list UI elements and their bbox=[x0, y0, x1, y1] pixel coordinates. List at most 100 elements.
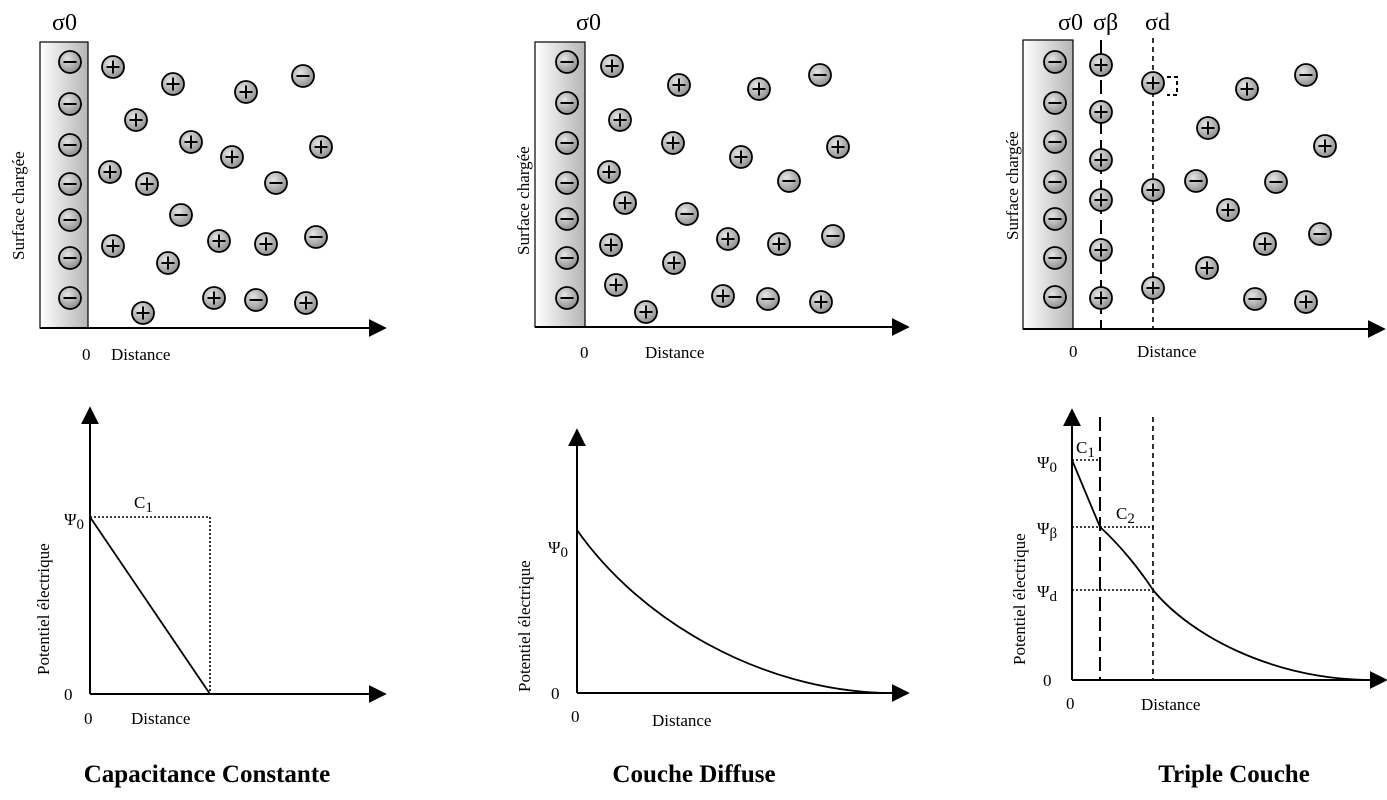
label-text: Ψβ bbox=[1037, 519, 1057, 542]
negative-ion-icon bbox=[244, 288, 268, 312]
top-ion-schematic: σ0 Surface chargée 0 Distance bbox=[514, 10, 910, 362]
negative-ion-icon bbox=[1043, 130, 1067, 154]
positive-ion-icon bbox=[1089, 53, 1113, 77]
negative-ion-icon bbox=[169, 203, 193, 227]
y-axis-label: Potentiel électrique bbox=[1010, 533, 1029, 665]
potential-decay-curve bbox=[576, 529, 886, 694]
ion-field bbox=[1043, 50, 1337, 314]
negative-ion-icon bbox=[555, 246, 579, 270]
negative-ion-icon bbox=[304, 225, 328, 249]
positive-ion-icon bbox=[101, 55, 125, 79]
top-origin-label: 0 bbox=[580, 343, 589, 362]
positive-ion-icon bbox=[1294, 290, 1318, 314]
negative-ion-icon bbox=[291, 64, 315, 88]
negative-ion-icon bbox=[1243, 287, 1267, 311]
y-axis-label: Potentiel électrique bbox=[34, 543, 53, 675]
positive-ion-icon bbox=[124, 108, 148, 132]
surface-label: Surface chargée bbox=[514, 146, 533, 255]
label-text: C1 bbox=[134, 493, 153, 516]
positive-ion-icon bbox=[662, 251, 686, 275]
negative-ion-icon bbox=[821, 224, 845, 248]
bottom-x-axis-label: Distance bbox=[652, 711, 711, 730]
negative-ion-icon bbox=[58, 172, 82, 196]
positive-ion-icon bbox=[1141, 71, 1165, 95]
positive-ion-icon bbox=[667, 73, 691, 97]
positive-ion-icon bbox=[1141, 178, 1165, 202]
positive-ion-icon bbox=[202, 286, 226, 310]
negative-ion-icon bbox=[675, 202, 699, 226]
negative-ion-icon bbox=[58, 133, 82, 157]
positive-ion-icon bbox=[234, 80, 258, 104]
positive-ion-icon bbox=[98, 160, 122, 184]
bottom-x-axis-label: Distance bbox=[1141, 695, 1200, 714]
positive-ion-icon bbox=[604, 273, 628, 297]
positive-ion-icon bbox=[1089, 188, 1113, 212]
panel-triple-couche: σ0 σβ σd Surface chargée 0 Distance Pote… bbox=[1003, 10, 1387, 788]
negative-ion-icon bbox=[1043, 170, 1067, 194]
bottom-x-axis-label: Distance bbox=[131, 709, 190, 728]
psi-beta-label: Ψβ bbox=[1037, 519, 1057, 542]
negative-ion-icon bbox=[264, 171, 288, 195]
panel-couche-diffuse: σ0 Surface chargée 0 Distance Potentiel … bbox=[514, 10, 910, 788]
psi-d-label: Ψd bbox=[1037, 582, 1058, 605]
positive-ion-icon bbox=[294, 291, 318, 315]
positive-ion-icon bbox=[1253, 232, 1277, 256]
negative-ion-icon bbox=[58, 208, 82, 232]
bottom-zero-y-label: 0 bbox=[551, 684, 560, 703]
positive-ion-icon bbox=[1089, 238, 1113, 262]
positive-ion-icon bbox=[254, 232, 278, 256]
positive-ion-icon bbox=[135, 172, 159, 196]
top-origin-label: 0 bbox=[82, 345, 91, 364]
top-x-axis-label: Distance bbox=[111, 345, 170, 364]
c1-capacitance-box bbox=[90, 516, 211, 694]
positive-ion-icon bbox=[767, 232, 791, 256]
negative-ion-icon bbox=[808, 63, 832, 87]
positive-ion-icon bbox=[747, 77, 771, 101]
label-text: Ψd bbox=[1037, 582, 1058, 605]
positive-ion-icon bbox=[597, 160, 621, 184]
positive-ion-icon bbox=[661, 131, 685, 155]
negative-ion-icon bbox=[1043, 50, 1067, 74]
negative-ion-icon bbox=[555, 207, 579, 231]
negative-ion-icon bbox=[756, 287, 780, 311]
label-text: C2 bbox=[1116, 504, 1135, 527]
positive-ion-icon bbox=[634, 300, 658, 324]
negative-ion-icon bbox=[1043, 285, 1067, 309]
positive-ion-icon bbox=[1216, 198, 1240, 222]
bottom-zero-y-label: 0 bbox=[64, 685, 73, 704]
positive-ion-icon bbox=[220, 145, 244, 169]
positive-ion-icon bbox=[716, 227, 740, 251]
top-ion-schematic: σ0 Surface chargée 0 Distance bbox=[9, 10, 387, 364]
psi-label: Ψ0 bbox=[548, 538, 568, 561]
sigma-d-label: σd bbox=[1145, 10, 1170, 36]
psi-0-label: Ψ0 bbox=[1037, 453, 1057, 476]
positive-ion-icon bbox=[599, 233, 623, 257]
negative-ion-icon bbox=[58, 246, 82, 270]
surface-label: Surface chargée bbox=[9, 151, 28, 260]
positive-ion-icon bbox=[729, 145, 753, 169]
negative-ion-icon bbox=[1043, 246, 1067, 270]
positive-ion-icon bbox=[600, 54, 624, 78]
negative-ion-icon bbox=[58, 92, 82, 116]
positive-ion-icon bbox=[161, 72, 185, 96]
positive-ion-icon bbox=[711, 284, 735, 308]
bottom-origin-label: 0 bbox=[84, 709, 93, 728]
sigma-label: σ0 bbox=[52, 10, 77, 36]
positive-ion-icon bbox=[1089, 100, 1113, 124]
positive-ion-icon bbox=[131, 301, 155, 325]
ion-field bbox=[555, 50, 850, 324]
negative-ion-icon bbox=[555, 91, 579, 115]
positive-ion-icon bbox=[156, 251, 180, 275]
surface-label: Surface chargée bbox=[1003, 131, 1022, 240]
negative-ion-icon bbox=[555, 131, 579, 155]
positive-ion-icon bbox=[1313, 134, 1337, 158]
positive-ion-icon bbox=[1141, 276, 1165, 300]
bottom-origin-label: 0 bbox=[1066, 694, 1075, 713]
c2-label: C2 bbox=[1116, 504, 1135, 527]
potential-line bbox=[89, 516, 211, 695]
positive-ion-icon bbox=[1196, 116, 1220, 140]
panel-capacitance-constante: σ0 Surface chargée 0 Distance Potentiel … bbox=[9, 10, 387, 788]
positive-ion-icon bbox=[101, 234, 125, 258]
negative-ion-icon bbox=[1043, 207, 1067, 231]
negative-ion-icon bbox=[58, 50, 82, 74]
